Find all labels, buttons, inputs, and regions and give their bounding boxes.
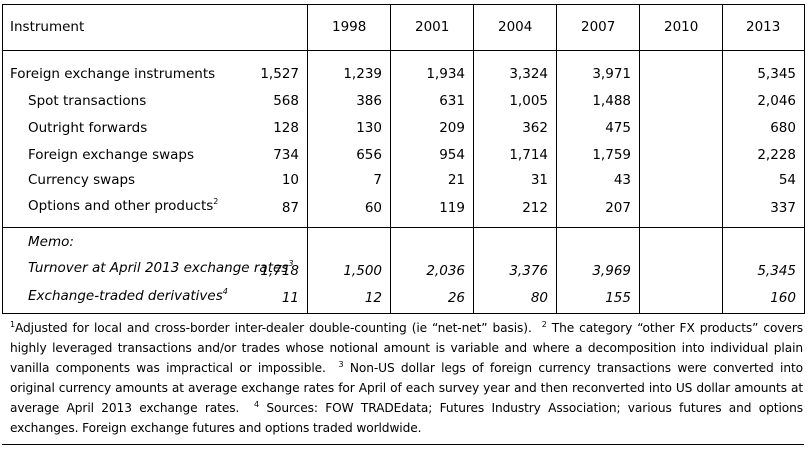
cell-value: 1,239 — [343, 66, 382, 82]
cell-value: 568 — [273, 93, 299, 109]
cell-value: 3,971 — [592, 66, 631, 82]
memo-cell-value: 2,036 — [426, 263, 465, 279]
cell-value: 954 — [439, 147, 465, 163]
cell-value: 54 — [778, 172, 796, 188]
cell-value: 10 — [281, 172, 299, 188]
header-year: 1998 — [332, 19, 367, 35]
cell-value: 1,527 — [260, 66, 299, 82]
memo-label: Memo: — [28, 234, 74, 250]
cell-value: 21 — [447, 172, 465, 188]
cell-value: 631 — [439, 93, 465, 109]
header-year: 2004 — [498, 19, 533, 35]
cell-value: 1,934 — [426, 66, 465, 82]
col-divider — [556, 4, 557, 314]
cell-value: 475 — [605, 120, 631, 136]
row-label: Foreign exchange instruments — [10, 66, 216, 82]
cell-value: 5,345 — [757, 66, 796, 82]
memo-row-label-text: Exchange-traded derivatives — [28, 288, 223, 304]
footnote-mark: 3 — [338, 360, 344, 369]
cell-value: 119 — [439, 200, 465, 216]
cell-value: 2,228 — [757, 147, 796, 163]
cell-value: 209 — [439, 120, 465, 136]
footnote-ref: 4 — [222, 287, 228, 296]
memo-cell-value: 3,969 — [592, 263, 631, 279]
memo-cell-value: 26 — [447, 290, 465, 306]
cell-value: 1,488 — [592, 93, 631, 109]
cell-value: 43 — [613, 172, 631, 188]
footnote-ref: 2 — [213, 197, 219, 206]
header-year: 2007 — [581, 19, 616, 35]
cell-value: 1,714 — [509, 147, 548, 163]
cell-value: 734 — [273, 147, 299, 163]
cell-value: 2,046 — [757, 93, 796, 109]
cell-value: 1,759 — [592, 147, 631, 163]
header-instrument: Instrument — [10, 19, 85, 35]
memo-cell-value: 12 — [364, 290, 382, 306]
cell-value: 128 — [273, 120, 299, 136]
footnote-3: Non-US dollar legs of foreign currency t… — [10, 361, 803, 415]
col-divider — [639, 4, 640, 314]
row-label-text: Options and other products — [28, 198, 214, 214]
memo-cell-value: 80 — [530, 290, 548, 306]
footnote-top-rule — [2, 313, 804, 314]
col-divider — [390, 4, 391, 314]
row-label: Spot transactions — [28, 93, 147, 109]
memo-cell-value: 160 — [770, 290, 796, 306]
cell-value: 130 — [356, 120, 382, 136]
memo-cell-value: 3,376 — [509, 263, 548, 279]
table-left-border — [2, 4, 3, 314]
memo-row-label-text: Turnover at April 2013 exchange rates — [28, 260, 289, 276]
memo-cell-value: 1,500 — [343, 263, 382, 279]
footnote-2: The category “other FX products” covers … — [10, 321, 803, 375]
header-year: 2010 — [664, 19, 699, 35]
cell-value: 656 — [356, 147, 382, 163]
row-label: Foreign exchange swaps — [28, 147, 195, 163]
footnote-mark: 1 — [10, 320, 15, 329]
cell-value: 60 — [364, 200, 382, 216]
memo-row-label: Turnover at April 2013 exchange rates3 — [28, 259, 293, 277]
footnotes: 1Adjusted for local and cross-border int… — [10, 318, 803, 438]
row-label: Options and other products2 — [28, 197, 218, 215]
memo-cell-value: 1,718 — [260, 263, 299, 279]
header-year: 2013 — [746, 19, 781, 35]
col-divider — [307, 4, 308, 314]
table-right-border — [804, 4, 805, 314]
header-bottom-rule — [2, 50, 804, 51]
cell-value: 212 — [522, 200, 548, 216]
footnote-4: Sources: FOW TRADEdata; Futures Industry… — [10, 401, 803, 435]
cell-value: 337 — [770, 200, 796, 216]
cell-value: 3,324 — [509, 66, 548, 82]
footnote-1: Adjusted for local and cross-border inte… — [15, 321, 532, 335]
cell-value: 680 — [770, 120, 796, 136]
cell-value: 87 — [281, 200, 299, 216]
cell-value: 31 — [530, 172, 548, 188]
page-bottom-rule — [2, 444, 804, 445]
row-label: Currency swaps — [28, 172, 136, 188]
memo-top-rule — [2, 227, 804, 228]
cell-value: 7 — [373, 172, 382, 188]
row-label: Outright forwards — [28, 120, 148, 136]
table-top-rule — [2, 4, 804, 5]
footnote-mark: 4 — [253, 400, 259, 409]
memo-cell-value: 11 — [281, 290, 299, 306]
cell-value: 362 — [522, 120, 548, 136]
col-divider — [722, 4, 723, 314]
memo-cell-value: 5,345 — [757, 263, 796, 279]
header-year: 2001 — [415, 19, 450, 35]
memo-row-label: Exchange-traded derivatives4 — [28, 287, 228, 305]
footnote-ref: 3 — [288, 259, 294, 268]
cell-value: 207 — [605, 200, 631, 216]
cell-value: 386 — [356, 93, 382, 109]
footnote-mark: 2 — [541, 320, 547, 329]
col-divider — [473, 4, 474, 314]
cell-value: 1,005 — [509, 93, 548, 109]
memo-cell-value: 155 — [605, 290, 631, 306]
